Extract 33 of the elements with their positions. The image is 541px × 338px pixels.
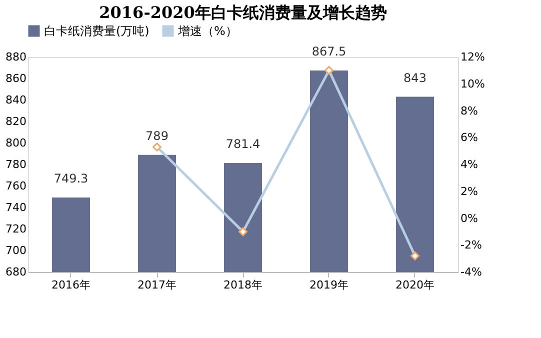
y-tick-label: 740	[6, 201, 26, 214]
y2-tick-label: 10%	[460, 77, 485, 90]
y2-tick-label: 8%	[460, 104, 478, 118]
x-tick-label: 2017年	[138, 278, 176, 292]
y2-tick-label: 6%	[460, 131, 478, 144]
x-tick-label: 2020年	[396, 278, 434, 292]
y2-tick-label: -2%	[460, 238, 482, 252]
y-tick-label: 680	[6, 266, 26, 278]
data-label: 867.5	[312, 44, 346, 58]
y-tick-label: 820	[6, 115, 26, 128]
y2-tick-label: 12%	[460, 50, 485, 64]
y2-tick-label: 4%	[460, 158, 478, 171]
x-tick-label: 2016年	[52, 278, 90, 292]
y-tick-label: 700	[6, 244, 26, 257]
data-label: 781.4	[226, 136, 260, 151]
legend-label: 增速（%）	[177, 24, 238, 38]
x-tick-label: 2019年	[310, 278, 348, 292]
y2-tick-label: -4%	[460, 266, 482, 278]
y-tick-label: 840	[6, 94, 26, 106]
legend-label: 白卡纸消费量(万吨)	[44, 24, 150, 38]
data-label: 843	[404, 70, 426, 85]
data-label: 789	[146, 128, 168, 143]
y-tick-label: 860	[6, 72, 26, 85]
chart-title: 2016-2020年白卡纸消费量及增长趋势	[99, 3, 387, 22]
data-label: 749.3	[54, 172, 88, 186]
y-tick-label: 880	[6, 50, 26, 64]
x-tick-label: 2018年	[224, 278, 262, 292]
y2-tick-label: 0%	[460, 212, 478, 225]
y-tick-label: 720	[6, 222, 26, 236]
y-tick-label: 800	[6, 136, 26, 150]
y-tick-label: 760	[6, 180, 26, 192]
y2-tick-label: 2%	[460, 184, 478, 198]
y-tick-label: 780	[6, 158, 26, 171]
